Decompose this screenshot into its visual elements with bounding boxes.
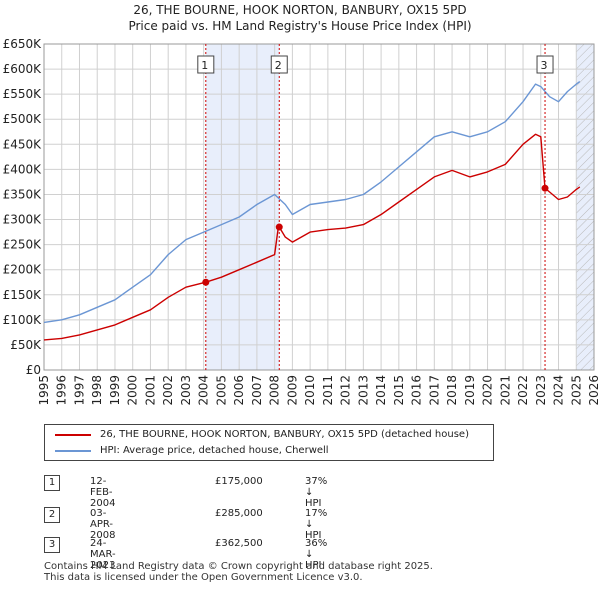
plot-frame <box>43 43 595 371</box>
y-tick-label: £50K <box>10 338 42 352</box>
sale-marker-box <box>270 55 288 74</box>
x-tick-label: 2009 <box>285 375 299 406</box>
y-tick-label: £350K <box>3 187 43 201</box>
legend-label-hpi: HPI: Average price, detached house, Cher… <box>100 445 329 456</box>
x-tick-label: 2013 <box>356 375 370 406</box>
x-tick-label: 1999 <box>108 375 122 406</box>
x-tick-label: 2012 <box>339 375 353 406</box>
y-tick-label: £250K <box>3 238 43 252</box>
sale-marker-number: 1 <box>201 59 208 72</box>
chart-subtitle: Price paid vs. HM Land Registry's House … <box>128 19 472 33</box>
shaded-band <box>205 44 280 370</box>
x-tick-label: 2007 <box>250 375 264 406</box>
x-tick-label: 2024 <box>552 375 566 406</box>
x-tick-label: 2002 <box>161 375 175 406</box>
transaction-number: 3 <box>44 537 60 553</box>
x-tick-label: 2019 <box>463 375 477 406</box>
y-tick-label: £550K <box>3 87 43 101</box>
x-tick-label: 2021 <box>498 375 512 406</box>
sale-marker-number: 3 <box>541 59 548 72</box>
sale-marker-number: 2 <box>275 59 282 72</box>
x-tick-label: 2003 <box>179 375 193 406</box>
x-tick-label: 2010 <box>303 375 317 406</box>
transaction-hpi: 36% ↓ HPI <box>305 538 328 571</box>
sale-marker-box <box>536 55 554 74</box>
transaction-date: 12-FEB-2004 <box>90 476 116 509</box>
x-tick-label: 2017 <box>427 375 441 406</box>
x-tick-label: 1996 <box>55 375 69 406</box>
y-tick-label: £450K <box>3 137 43 151</box>
transaction-number: 2 <box>44 507 60 523</box>
transaction-hpi: 37% ↓ HPI <box>305 476 328 509</box>
x-tick-label: 2015 <box>392 375 406 406</box>
x-tick-label: 2004 <box>197 375 211 406</box>
hatched-forecast-band <box>576 44 594 370</box>
y-tick-label: £600K <box>3 62 43 76</box>
y-tick-label: £0 <box>26 363 41 377</box>
x-tick-label: 2016 <box>410 375 424 406</box>
transaction-date: 03-APR-2008 <box>90 508 116 541</box>
legend-swatch-hpi <box>55 450 91 452</box>
legend-label-property: 26, THE BOURNE, HOOK NORTON, BANBURY, OX… <box>100 429 469 440</box>
x-tick-label: 2026 <box>587 375 600 406</box>
x-tick-label: 1995 <box>37 375 51 406</box>
footer-copyright: Contains HM Land Registry data © Crown c… <box>44 561 433 572</box>
sale-marker-box <box>197 55 215 74</box>
y-tick-label: £150K <box>3 288 43 302</box>
x-tick-label: 2025 <box>569 375 583 406</box>
y-tick-label: £400K <box>3 162 43 176</box>
transaction-number: 1 <box>44 475 60 491</box>
x-tick-label: 2011 <box>321 375 335 406</box>
x-tick-label: 2014 <box>374 375 388 406</box>
x-tick-label: 2000 <box>126 375 140 406</box>
transaction-price: £175,000 <box>215 476 263 487</box>
chart-title: 26, THE BOURNE, HOOK NORTON, BANBURY, OX… <box>133 3 467 17</box>
x-tick-label: 2023 <box>534 375 548 406</box>
sale-point <box>275 223 283 231</box>
transaction-date: 24-MAR-2023 <box>90 538 116 571</box>
y-tick-label: £500K <box>3 112 43 126</box>
x-tick-label: 2008 <box>268 375 282 406</box>
legend: 26, THE BOURNE, HOOK NORTON, BANBURY, OX… <box>44 424 494 461</box>
transaction-price: £285,000 <box>215 508 263 519</box>
x-tick-label: 2006 <box>232 375 246 406</box>
transaction-price: £362,500 <box>215 538 263 549</box>
x-tick-label: 1998 <box>90 375 104 406</box>
hpi-series-line <box>43 81 581 324</box>
x-tick-label: 1997 <box>72 375 86 406</box>
sale-point <box>541 184 549 192</box>
price-chart: £0 £50K £100K £150K £200K £250K £300K £350K £400… <box>3 37 600 406</box>
legend-swatch-property <box>55 434 91 436</box>
sale-point <box>202 278 210 286</box>
y-tick-label: £650K <box>3 37 43 51</box>
y-tick-label: £300K <box>3 213 43 227</box>
footer-licence: This data is licensed under the Open Gov… <box>44 572 363 583</box>
transaction-hpi: 17% ↓ HPI <box>305 508 328 541</box>
x-tick-label: 2020 <box>481 375 495 406</box>
x-tick-label: 2022 <box>516 375 530 406</box>
x-tick-label: 2018 <box>445 375 459 406</box>
y-tick-label: £100K <box>3 313 43 327</box>
property-series-line <box>43 133 581 341</box>
x-tick-label: 2005 <box>214 375 228 406</box>
y-tick-label: £200K <box>3 263 43 277</box>
x-tick-label: 2001 <box>143 375 157 406</box>
